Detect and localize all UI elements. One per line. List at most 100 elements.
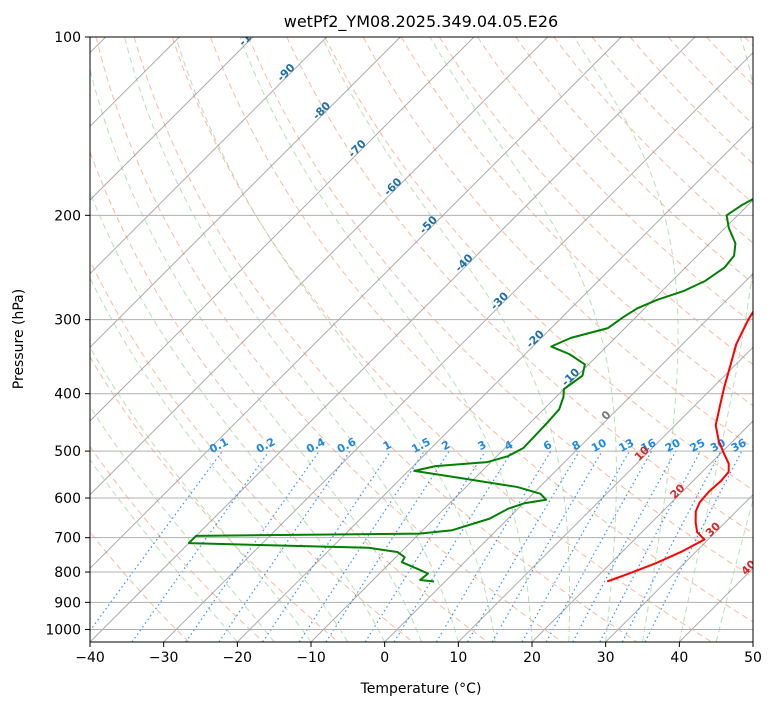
moist-adiabat xyxy=(175,37,496,642)
x-tick-label: 10 xyxy=(449,650,467,666)
moist-adiabat xyxy=(321,37,571,642)
x-tick-label: 40 xyxy=(670,650,688,666)
dry-adiabat xyxy=(210,37,753,623)
dry-adiabat xyxy=(286,37,753,534)
y-tick-label: 500 xyxy=(54,444,81,460)
x-tick-label: −30 xyxy=(149,650,179,666)
mixing-ratio-line xyxy=(325,450,450,642)
isotherm-label: 20 xyxy=(668,481,688,501)
x-tick-label: −40 xyxy=(75,650,105,666)
mixing-ratio-line xyxy=(599,450,702,642)
dry-adiabat xyxy=(248,37,753,578)
mixing-ratio-label: 0.1 xyxy=(207,435,230,456)
moist-adiabat xyxy=(678,37,753,642)
mixing-ratio-line xyxy=(262,450,392,642)
isotherm-line xyxy=(384,272,753,642)
moist-adiabat xyxy=(90,277,349,642)
isotherm-label: -50 xyxy=(417,213,440,236)
y-axis: 100 200 300 400 500 600 700 800 900 1000 xyxy=(45,30,90,638)
plot-frame xyxy=(89,36,754,643)
x-tick-label: 30 xyxy=(597,650,615,666)
temperature-profile-line xyxy=(606,310,753,583)
mixing-ratio-line xyxy=(298,450,425,642)
dry-adiabat xyxy=(90,356,339,642)
dry-adiabat xyxy=(90,259,414,642)
mixing-ratio-line xyxy=(131,450,270,642)
mixing-ratio-label: 16 xyxy=(639,436,659,455)
mixing-ratio-line xyxy=(218,450,351,642)
moist-adiabat xyxy=(90,67,422,642)
mixing-ratio-line xyxy=(185,450,320,642)
line-labels: 0.1 0.2 0.4 0.6 1 1.5 2 3 4 6 8 10 13 16 20 25 30 36-100-… xyxy=(207,20,759,578)
isotherm-label: 30 xyxy=(703,519,723,539)
y-tick-label: 700 xyxy=(54,531,81,547)
x-tick-label: 0 xyxy=(380,650,389,666)
isotherm-line xyxy=(236,125,753,642)
mixing-ratio-line xyxy=(644,450,743,642)
isotherm-line xyxy=(678,567,753,642)
moist-adiabat xyxy=(573,37,679,642)
dry-adiabat xyxy=(706,37,753,86)
dry-adiabat xyxy=(400,37,753,407)
isotherm-line xyxy=(90,37,622,570)
moist-adiabat xyxy=(90,346,312,642)
moist-adiabat xyxy=(90,458,238,642)
isotherm-label: 40 xyxy=(739,557,759,577)
chart-title: wetPf2_YM08.2025.349.04.05.E26 xyxy=(284,12,558,32)
mixing-ratio-label: 0.4 xyxy=(304,435,328,456)
isotherm-line xyxy=(531,420,753,642)
moist-adiabat xyxy=(90,405,275,642)
mixing-ratio-label: 0.2 xyxy=(254,435,277,456)
isotherm-label: -40 xyxy=(452,251,475,274)
mixing-ratio-line xyxy=(393,450,513,642)
isotherm-line xyxy=(90,37,328,275)
y-tick-label: 1000 xyxy=(45,622,81,638)
mixing-ratio-line xyxy=(572,450,677,642)
mixing-ratio-line xyxy=(90,450,223,632)
isotherm-line xyxy=(90,37,254,201)
x-axis: −40 −30 −20 −10 0 10 20 30 40 50 xyxy=(75,642,762,666)
isotherm-line xyxy=(752,641,753,642)
isotherm-label: -70 xyxy=(346,137,369,160)
moist-adiabat xyxy=(239,37,533,642)
y-axis-label: Pressure (hPa) xyxy=(11,289,27,389)
x-tick-label: −10 xyxy=(296,650,326,666)
dry-adiabat xyxy=(171,37,712,642)
mixing-ratio-line xyxy=(466,450,580,642)
dry-adiabat xyxy=(133,37,638,642)
isotherm-label: -90 xyxy=(274,61,297,84)
y-tick-label: 600 xyxy=(54,491,81,507)
dry-adiabat xyxy=(95,37,563,642)
mixing-ratio-label: 10 xyxy=(589,436,609,455)
y-tick-label: 400 xyxy=(54,387,81,403)
isotherm-line xyxy=(90,37,401,349)
moist-adiabat xyxy=(429,37,617,642)
mixing-ratio-label: 20 xyxy=(663,436,683,455)
isotherm-line xyxy=(457,346,753,642)
moist-adiabat xyxy=(124,37,459,642)
mixing-ratio-label: 0.6 xyxy=(335,435,359,456)
isotherm-label: -60 xyxy=(381,175,404,198)
dry-adiabat xyxy=(90,445,264,642)
dry-adiabat xyxy=(90,531,190,642)
mixing-ratio-line xyxy=(364,450,486,642)
isotherm-line xyxy=(90,37,475,422)
dry-adiabat xyxy=(90,150,488,642)
y-tick-label: 900 xyxy=(54,595,81,611)
x-tick-label: 20 xyxy=(523,650,541,666)
mixing-ratio-line xyxy=(435,450,552,642)
x-tick-label: −20 xyxy=(223,650,253,666)
isotherm-line xyxy=(310,199,753,642)
isotherm-line xyxy=(90,37,549,496)
dry-adiabat xyxy=(744,37,753,47)
moist-adiabat xyxy=(715,498,753,642)
dewpoint-profile-line xyxy=(187,197,753,583)
isotherm-label: -100 xyxy=(236,20,265,49)
moist-adiabat xyxy=(90,190,386,642)
mixing-ratio-label: 25 xyxy=(688,436,708,455)
isotherm-label: -20 xyxy=(524,327,547,350)
dry-adiabat xyxy=(591,37,753,204)
pressure-gridlines xyxy=(90,37,753,630)
x-tick-label: 50 xyxy=(744,650,762,666)
